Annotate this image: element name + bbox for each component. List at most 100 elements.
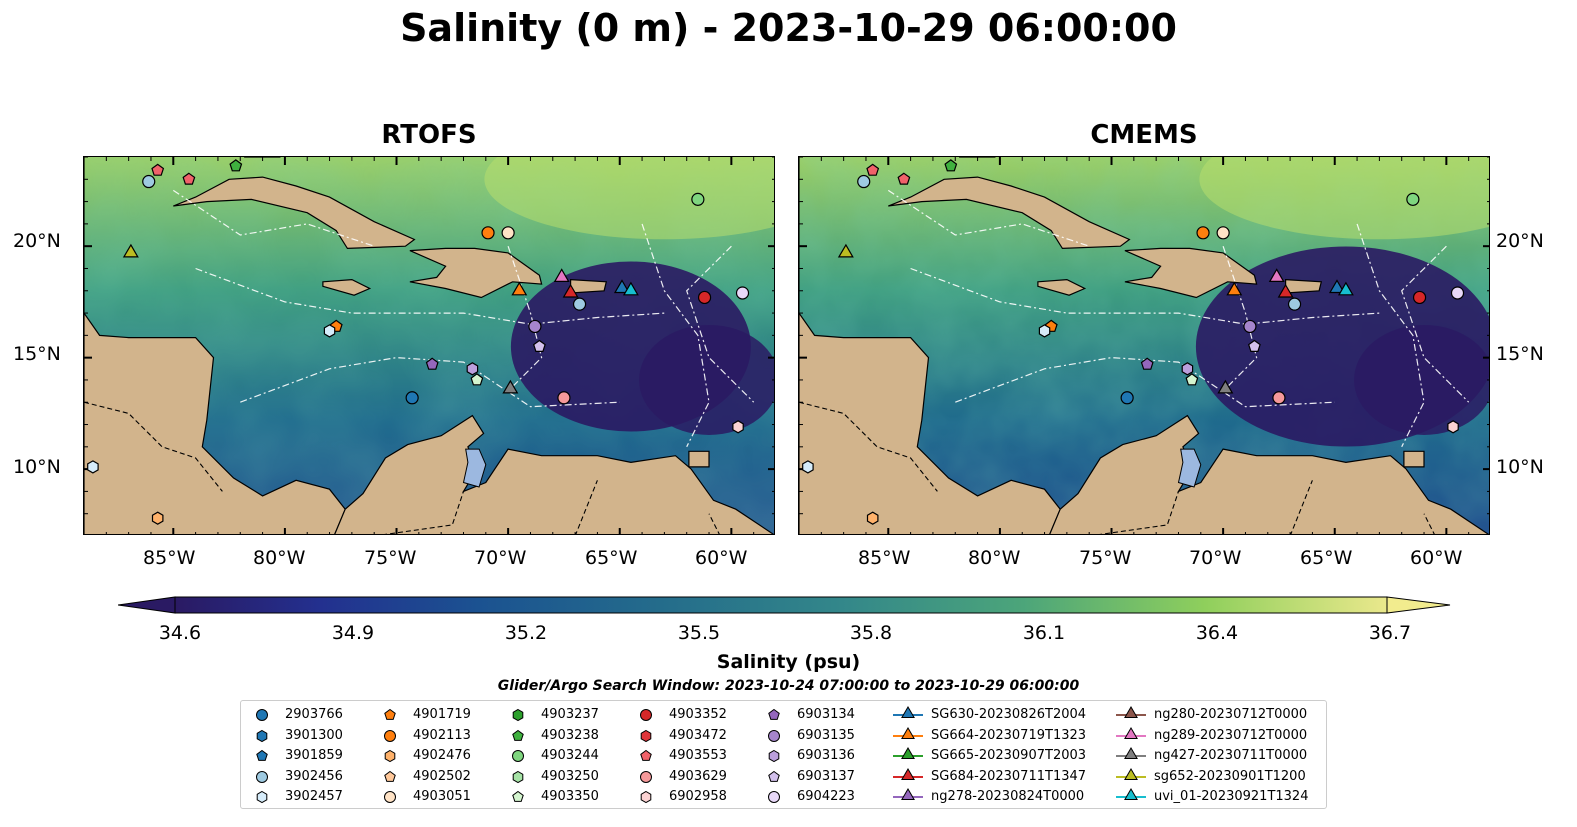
legend-marker-icon	[640, 709, 652, 721]
platform-marker-3902457	[1038, 324, 1051, 338]
legend-label: 6903136	[797, 748, 855, 763]
platform-marker-SG664-20230719T1323	[1226, 281, 1243, 296]
legend-marker-icon	[893, 747, 923, 759]
legend-label: 4903250	[541, 768, 599, 784]
platform-marker-6903135	[1243, 319, 1257, 334]
legend-marker-icon	[640, 749, 652, 761]
map-panel-rtofs[interactable]	[83, 156, 775, 535]
lon-tick-label: 65°W	[1300, 547, 1353, 569]
colorbar-tick: 35.8	[849, 622, 893, 644]
platform-marker-6903134	[425, 357, 439, 370]
platform-marker-6902958	[1447, 420, 1459, 434]
colorbar-tick: 35.2	[504, 622, 548, 644]
lat-tick-label-left: 10°N	[13, 456, 61, 478]
platform-marker-6904223	[1450, 286, 1465, 300]
platform-marker-ng289-20230712T0000	[553, 268, 570, 283]
legend-label: SG665-20230907T2003	[931, 748, 1087, 763]
legend-marker-icon	[512, 708, 524, 722]
legend-marker-icon	[893, 788, 923, 800]
platform-marker-3902457	[802, 460, 814, 474]
platform-marker-4903350	[470, 373, 484, 386]
figure-title: Salinity (0 m) - 2023-10-29 06:00:00	[400, 6, 1177, 50]
legend-label: sg652-20230901T1200	[1154, 768, 1306, 784]
platform-marker-SG684-20230711T1347	[562, 283, 579, 298]
legend-marker-icon	[512, 790, 524, 802]
legend-label: ng278-20230824T0000	[931, 789, 1085, 804]
legend-label: 3902456	[285, 768, 343, 784]
lon-tick-label: 80°W	[968, 547, 1021, 569]
legend-label: 4903629	[669, 768, 727, 784]
colorbar-tick: 35.5	[677, 622, 721, 644]
legend-marker-icon	[256, 770, 268, 783]
legend-label: 4903237	[541, 707, 599, 722]
legend-label: SG684-20230711T1347	[931, 768, 1087, 784]
lon-tick-label: 75°W	[1079, 547, 1132, 569]
lon-tick-label: 60°W	[1410, 547, 1463, 569]
platform-marker-4903244	[691, 192, 705, 206]
legend-label: 4903352	[669, 707, 727, 722]
platform-marker-4902113	[481, 226, 495, 240]
lon-tick-label: 65°W	[585, 547, 638, 569]
legend-marker-icon	[512, 770, 524, 783]
platform-marker-6904223	[735, 286, 750, 300]
legend-label: ng289-20230712T0000	[1154, 727, 1308, 743]
platform-marker-4903244	[1406, 192, 1420, 206]
legend-marker-icon	[768, 791, 780, 803]
platform-marker-4903553	[897, 172, 911, 185]
legend-label: ng280-20230712T0000	[1154, 707, 1308, 722]
platform-marker-uvi_01-20230921T1324	[1337, 281, 1354, 296]
platform-marker-4903352	[1412, 290, 1427, 305]
legend-label: SG630-20230826T2004	[931, 707, 1087, 722]
lon-tick-label: 70°W	[1189, 547, 1242, 569]
legend-marker-icon	[768, 708, 780, 720]
legend-marker-icon	[893, 726, 923, 739]
legend-label: ng427-20230711T0000	[1154, 748, 1308, 763]
platform-marker-ng427-20230711T0000	[502, 379, 519, 394]
platform-marker-6903136	[1181, 362, 1194, 376]
platform-marker-4903238	[944, 159, 958, 172]
platform-marker-3902457	[323, 324, 336, 338]
legend-marker-icon	[384, 791, 396, 803]
legend-label: 6903137	[797, 768, 855, 784]
legend-marker-icon	[512, 729, 524, 741]
legend-marker-icon	[1116, 788, 1146, 800]
legend-marker-icon	[640, 729, 652, 742]
legend-marker-icon	[1116, 726, 1146, 739]
panel-title-cmems: CMEMS	[1090, 120, 1198, 150]
platform-marker-4903553	[866, 163, 880, 176]
legend-marker-icon	[256, 729, 268, 742]
platform-marker-4903629	[1272, 391, 1286, 405]
legend-marker-icon	[384, 729, 396, 742]
legend-label: 6903135	[797, 727, 855, 743]
platform-marker-sg652-20230901T1200	[122, 243, 139, 258]
legend-label: 3902457	[285, 789, 343, 804]
colorbar-tick: 34.9	[331, 622, 375, 644]
legend-label: 4903553	[669, 748, 727, 763]
lat-tick-label-right: 10°N	[1496, 456, 1544, 478]
legend-label: 4903350	[541, 789, 599, 804]
platform-marker-6903136	[466, 362, 479, 376]
map-panel-cmems[interactable]	[798, 156, 1490, 535]
platform-marker-SG630-20230826T2004	[613, 279, 630, 294]
platform-marker-4903238	[229, 159, 243, 172]
lat-tick-label-right: 20°N	[1496, 230, 1544, 252]
lon-tick-label: 85°W	[143, 547, 196, 569]
lat-tick-label-left: 15°N	[13, 343, 61, 365]
colorbar-label: Salinity (psu)	[716, 651, 861, 673]
platform-marker-2903766	[1120, 391, 1134, 405]
platform-marker-4903350	[1185, 373, 1199, 386]
legend-marker-icon	[384, 770, 396, 782]
legend-marker-icon	[256, 749, 268, 761]
legend-label: 4901719	[413, 707, 471, 722]
platform-marker-3902456	[572, 297, 587, 311]
platform-marker-6903137	[532, 339, 546, 352]
legend-marker-icon	[1116, 767, 1146, 780]
platform-marker-4903051	[1216, 226, 1230, 240]
platform-marker-4903553	[182, 172, 196, 185]
platform-marker-4903629	[557, 391, 571, 405]
legend-marker-icon	[1116, 706, 1146, 718]
legend-label: uvi_01-20230921T1324	[1154, 789, 1309, 804]
platform-marker-ng427-20230711T0000	[1217, 379, 1234, 394]
legend-label: 4903472	[669, 727, 727, 743]
legend-marker-icon	[256, 790, 268, 804]
